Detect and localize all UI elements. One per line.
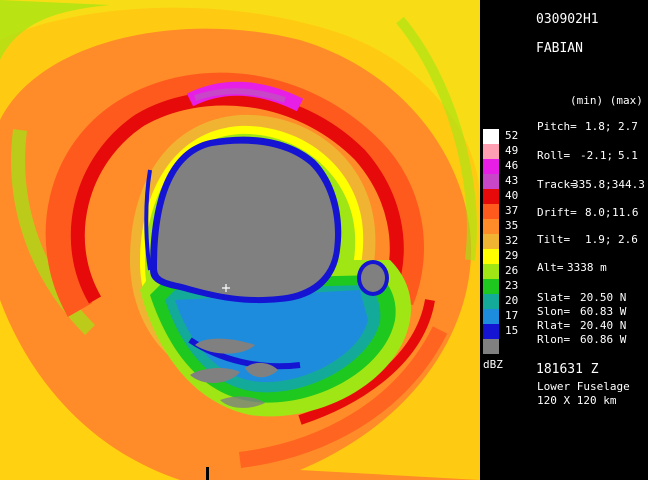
slat-value: 20.50 N	[580, 291, 627, 304]
legend-swatch	[483, 339, 499, 354]
slon-label: Slon=	[537, 305, 571, 318]
rlon-label: Rlon=	[537, 333, 571, 346]
legend-label: 37	[505, 204, 519, 217]
legend-entry: 32	[483, 234, 518, 249]
legend-unit: dBZ	[483, 358, 503, 371]
alt-label: Alt=	[537, 261, 564, 274]
pitch-max: 2.7	[618, 120, 638, 133]
legend-entry: 43	[483, 174, 518, 189]
legend-swatch	[483, 249, 499, 264]
legend-label: 52	[505, 129, 519, 142]
legend-swatch	[483, 219, 499, 234]
drift-min: 8.0;	[585, 206, 612, 219]
legend-swatch	[483, 144, 499, 159]
legend-label: 32	[505, 234, 519, 247]
legend-entry: 46	[483, 159, 518, 174]
legend-entry: 35	[483, 219, 518, 234]
color-legend: 52 49 46 43 40 37 35 32 29 26 23 20 17 15	[483, 129, 518, 354]
pitch-label: Pitch=	[537, 120, 577, 133]
legend-label: 15	[505, 324, 519, 337]
legend-swatch	[483, 129, 499, 144]
legend-label: 20	[505, 294, 519, 307]
legend-label: 23	[505, 279, 519, 292]
legend-swatch	[483, 204, 499, 219]
legend-entry: 15	[483, 324, 518, 339]
roll-label: Roll=	[537, 149, 571, 162]
legend-entry: 49	[483, 144, 518, 159]
tilt-label: Tilt=	[537, 233, 571, 246]
tilt-min: 1.9;	[585, 233, 612, 246]
legend-swatch	[483, 294, 499, 309]
tilt-max: 2.6	[618, 233, 638, 246]
slat-label: Slat=	[537, 291, 571, 304]
legend-label: 43	[505, 174, 519, 187]
rlon-value: 60.86 W	[580, 333, 627, 346]
drift-max: 11.6	[612, 206, 639, 219]
drift-label: Drift=	[537, 206, 577, 219]
legend-label: 49	[505, 144, 519, 157]
legend-swatch	[483, 174, 499, 189]
rlat-value: 20.40 N	[580, 319, 627, 332]
flight-id: 030902H1	[536, 12, 599, 27]
radar-reflectivity-image	[0, 0, 480, 480]
legend-label: 17	[505, 309, 519, 322]
alt-value: 3338 m	[567, 261, 607, 274]
legend-entry: 37	[483, 204, 518, 219]
legend-entry: 29	[483, 249, 518, 264]
legend-label: 46	[505, 159, 519, 172]
roll-min: -2.1;	[580, 149, 614, 162]
storm-name: FABIAN	[536, 41, 583, 56]
legend-entry: 40	[483, 189, 518, 204]
slon-value: 60.83 W	[580, 305, 627, 318]
legend-entry: 26	[483, 264, 518, 279]
legend-entry	[483, 339, 499, 354]
legend-swatch	[483, 309, 499, 324]
legend-label: 29	[505, 249, 519, 262]
legend-label: 40	[505, 189, 519, 202]
legend-label: 35	[505, 219, 519, 232]
legend-swatch	[483, 324, 499, 339]
legend-swatch	[483, 159, 499, 174]
legend-swatch	[483, 189, 499, 204]
time-stamp: 181631 Z	[536, 362, 599, 377]
min-max-header: (min) (max)	[570, 94, 643, 107]
legend-entry: 17	[483, 309, 518, 324]
legend-swatch	[483, 264, 499, 279]
roll-max: 5.1	[618, 149, 638, 162]
track-label: Track=	[537, 178, 577, 191]
rlat-label: Rlat=	[537, 319, 571, 332]
domain-size: 120 X 120 km	[537, 394, 617, 407]
legend-swatch	[483, 279, 499, 294]
legend-label: 26	[505, 264, 519, 277]
pitch-min: 1.8;	[585, 120, 612, 133]
legend-entry: 23	[483, 279, 518, 294]
legend-entry: 52	[483, 129, 518, 144]
legend-entry: 20	[483, 294, 518, 309]
radar-name: Lower Fuselage	[537, 380, 630, 393]
track-value: 335.8;344.3	[572, 178, 645, 191]
legend-swatch	[483, 234, 499, 249]
